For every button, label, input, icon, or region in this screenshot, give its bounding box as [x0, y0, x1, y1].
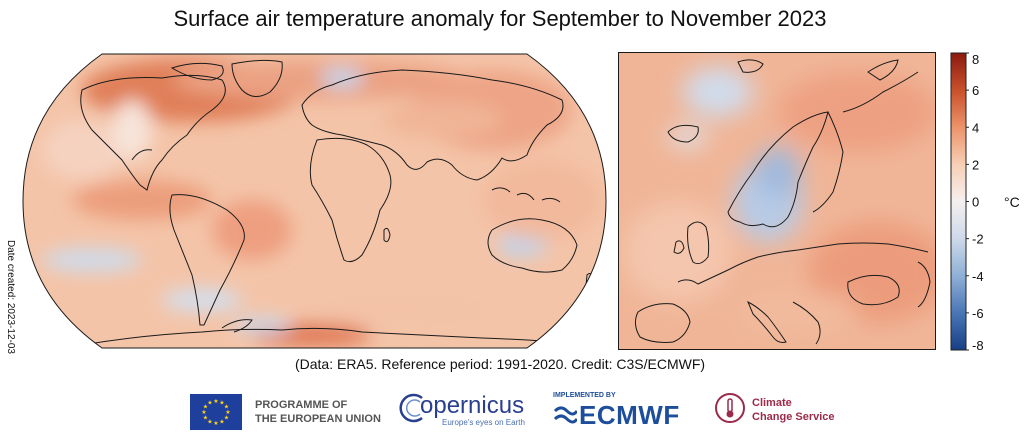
svg-text:★: ★ — [219, 400, 224, 407]
colorbar: 8 6 4 2 0 -2 -4 -6 -8 — [950, 52, 984, 352]
colorbar-tick-label: 2 — [972, 157, 979, 172]
eu-flag-icon: ★ ★ ★ ★ ★ ★ ★ ★ ★ ★ ★ ★ — [190, 394, 242, 430]
data-credit: (Data: ERA5. Reference period: 1991-2020… — [294, 356, 706, 372]
svg-text:★: ★ — [219, 419, 224, 426]
thermometer-icon — [715, 393, 745, 423]
colorbar-unit: °C — [1004, 194, 1020, 210]
europe-anomaly-map — [618, 52, 936, 350]
svg-text:★: ★ — [213, 398, 218, 405]
svg-text:★: ★ — [225, 409, 230, 416]
page-title: Surface air temperature anomaly for Sept… — [173, 6, 827, 31]
svg-text:★: ★ — [201, 409, 206, 416]
world-anomaly-map — [22, 53, 607, 349]
svg-text:★: ★ — [224, 415, 229, 422]
eu-programme-logo: PROGRAMME OF THE EUROPEAN UNION — [255, 398, 381, 426]
eu-line2: THE EUROPEAN UNION — [255, 413, 381, 425]
colorbar-tick-label: -4 — [972, 269, 984, 284]
svg-text:★: ★ — [207, 419, 212, 426]
logo-strip: ★ ★ ★ ★ ★ ★ ★ ★ ★ ★ ★ ★ PROGRAMME OF THE EUROPEA… — [0, 386, 1024, 436]
colorbar-tick-label: 4 — [972, 120, 979, 135]
ccs-line1: Climate — [752, 397, 792, 409]
colorbar-tick-label: -2 — [972, 232, 984, 247]
colorbar-tick-label: -6 — [972, 306, 984, 321]
copernicus-c-icon — [399, 393, 423, 423]
colorbar-tick-label: 8 — [972, 52, 979, 67]
ecmwf-wave-icon — [553, 406, 577, 424]
colorbar-tick-label: -8 — [972, 338, 984, 352]
copernicus-tagline: Europe's eyes on Earth — [442, 418, 525, 427]
ecmwf-logo: ECMWF — [579, 400, 680, 430]
svg-text:★: ★ — [213, 420, 218, 427]
eu-line1: PROGRAMME OF — [255, 399, 348, 411]
ecmwf-implemented-by: IMPLEMENTED BY — [553, 392, 616, 399]
copernicus-logo: opernicus — [420, 392, 525, 419]
climate-change-service-logo: Climate Change Service — [752, 396, 835, 424]
ccs-line2: Change Service — [752, 411, 835, 423]
svg-text:★: ★ — [203, 415, 208, 422]
svg-text:★: ★ — [207, 400, 212, 407]
colorbar-tick-label: 6 — [972, 83, 979, 98]
svg-text:★: ★ — [224, 404, 229, 411]
colorbar-gradient — [950, 52, 967, 351]
colorbar-tick-label: 0 — [972, 195, 979, 210]
svg-text:★: ★ — [203, 404, 208, 411]
